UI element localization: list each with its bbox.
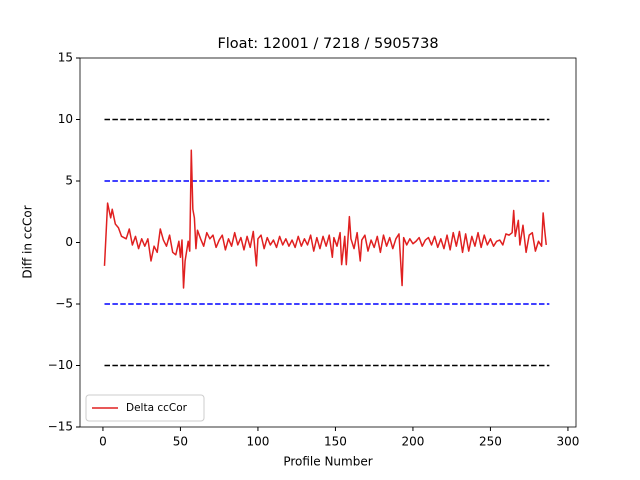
x-tick-label: 300 — [556, 435, 579, 449]
x-axis-label: Profile Number — [283, 455, 372, 469]
y-axis-label: Diff in ccCor — [21, 205, 35, 278]
x-tick-label: 150 — [324, 435, 347, 449]
x-tick-label: 250 — [479, 435, 502, 449]
x-tick-label: 50 — [173, 435, 188, 449]
legend-label: Delta ccCor — [126, 402, 188, 414]
plot-frame — [79, 57, 577, 428]
y-tick-label: 10 — [58, 112, 73, 126]
data-line — [103, 149, 547, 289]
y-tick-label: 15 — [58, 51, 73, 65]
y-tick-label: −5 — [55, 297, 73, 311]
y-tick-label: −15 — [48, 420, 73, 434]
chart-title: Float: 12001 / 7218 / 5905738 — [217, 36, 438, 52]
y-tick-label: 0 — [65, 235, 73, 249]
x-tick-label: 100 — [246, 435, 269, 449]
x-tick-label: 200 — [401, 435, 424, 449]
y-tick-label: −10 — [48, 358, 73, 372]
y-tick-label: 5 — [65, 174, 73, 188]
legend-box — [85, 394, 205, 422]
x-tick-label: 0 — [99, 435, 107, 449]
